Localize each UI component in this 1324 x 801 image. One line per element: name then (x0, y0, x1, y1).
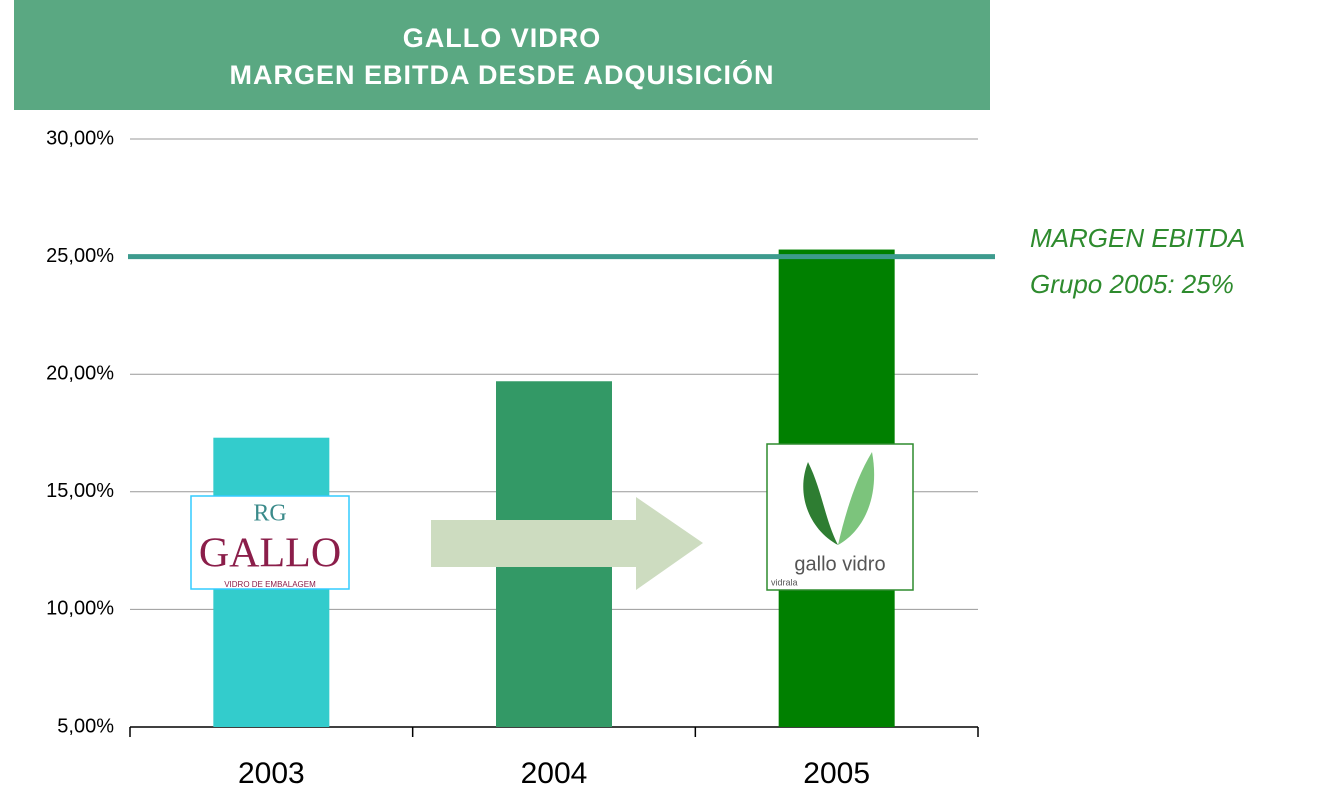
reference-label: MARGEN EBITDA (1030, 223, 1245, 253)
title-banner (14, 0, 990, 110)
logo-shape (838, 452, 875, 545)
y-tick-label: 30,00% (46, 127, 114, 149)
x-tick-label: 2005 (803, 757, 870, 790)
y-tick-label: 20,00% (46, 362, 114, 384)
logo-subtext: vidrala (771, 577, 798, 587)
logo-text: gallo vidro (794, 553, 885, 575)
chart-title: GALLO VIDRO (403, 23, 602, 53)
logo-box (190, 495, 350, 590)
logo-monogram: RG (253, 501, 286, 527)
logo-shape (803, 462, 838, 545)
chart-subtitle: MARGEN EBITDA DESDE ADQUISICIÓN (229, 59, 774, 90)
reference-label: Grupo 2005: 25% (1030, 269, 1234, 299)
y-tick-label: 10,00% (46, 598, 114, 620)
y-tick-label: 5,00% (57, 715, 114, 737)
y-tick-label: 15,00% (46, 480, 114, 502)
logo-box (766, 443, 914, 591)
logo-text: GALLO (199, 531, 341, 577)
x-tick-label: 2003 (238, 757, 305, 790)
arrow (431, 497, 703, 590)
logo-subtext: VIDRO DE EMBALAGEM (224, 580, 316, 589)
x-tick-label: 2004 (521, 757, 588, 790)
y-tick-label: 25,00% (46, 245, 114, 267)
